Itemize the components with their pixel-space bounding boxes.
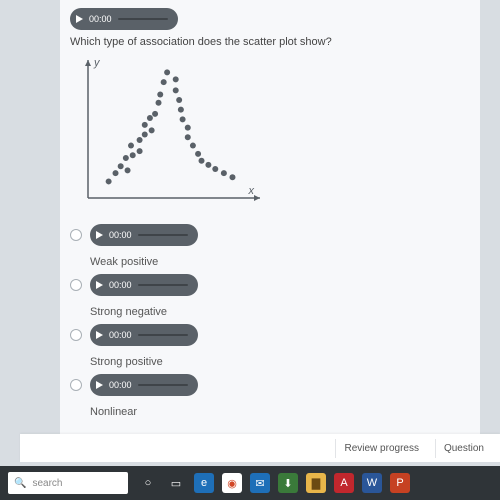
option-label: Strong positive [90, 356, 198, 368]
play-icon [96, 281, 103, 289]
option-row[interactable]: 00:00 Strong positive [70, 324, 470, 368]
question-nav-button[interactable]: Question [435, 439, 492, 458]
radio-button[interactable] [70, 229, 82, 241]
option-audio-player[interactable]: 00:00 [90, 274, 198, 296]
scatter-chart: yx [70, 54, 270, 214]
radio-button[interactable] [70, 329, 82, 341]
option-label: Nonlinear [90, 406, 198, 418]
play-icon [96, 381, 103, 389]
audio-track[interactable] [138, 284, 188, 286]
review-progress-button[interactable]: Review progress [335, 439, 426, 458]
question-panel: 00:00 Which type of association does the… [60, 0, 480, 440]
mail-icon[interactable]: ✉ [250, 473, 270, 493]
word-icon[interactable]: W [362, 473, 382, 493]
footer-bar: Review progress Question [20, 434, 500, 462]
explorer-icon[interactable]: ▇ [306, 473, 326, 493]
option-row[interactable]: 00:00 Nonlinear [70, 374, 470, 418]
taskbar: 🔍 search ○ ▭ e ◉ ✉ ⬇ ▇ AWP [0, 466, 500, 500]
audio-time: 00:00 [89, 14, 112, 24]
search-icon: 🔍 [14, 478, 26, 489]
option-audio-player[interactable]: 00:00 [90, 374, 198, 396]
options-group: 00:00Weak positive00:00Strong negative00… [70, 224, 470, 418]
play-icon [96, 231, 103, 239]
audio-track[interactable] [138, 334, 188, 336]
store-icon[interactable]: ⬇ [278, 473, 298, 493]
question-text: Which type of association does the scatt… [70, 36, 470, 48]
audio-track[interactable] [138, 384, 188, 386]
option-row[interactable]: 00:00 Strong negative [70, 274, 470, 318]
option-label: Weak positive [90, 256, 198, 268]
audio-track[interactable] [138, 234, 188, 236]
powerpoint-icon[interactable]: P [390, 473, 410, 493]
option-row[interactable]: 00:00 Weak positive [70, 224, 470, 268]
svg-text:y: y [93, 57, 101, 69]
taskview-icon[interactable]: ▭ [166, 473, 186, 493]
taskbar-search[interactable]: 🔍 search [8, 472, 128, 494]
audio-time: 00:00 [109, 330, 132, 340]
option-audio-player[interactable]: 00:00 [90, 324, 198, 346]
radio-button[interactable] [70, 279, 82, 291]
audio-track[interactable] [118, 18, 168, 20]
play-icon [96, 331, 103, 339]
option-label: Strong negative [90, 306, 198, 318]
cortana-icon[interactable]: ○ [138, 473, 158, 493]
audio-time: 00:00 [109, 380, 132, 390]
question-audio-player[interactable]: 00:00 [70, 8, 178, 30]
search-placeholder: search [32, 478, 62, 489]
edge-icon[interactable]: e [194, 473, 214, 493]
chrome-icon[interactable]: ◉ [222, 473, 242, 493]
audio-time: 00:00 [109, 230, 132, 240]
svg-text:x: x [248, 185, 255, 197]
audio-time: 00:00 [109, 280, 132, 290]
taskbar-icons: ○ ▭ e ◉ ✉ ⬇ ▇ AWP [138, 473, 410, 493]
play-icon [76, 15, 83, 23]
option-audio-player[interactable]: 00:00 [90, 224, 198, 246]
acrobat-icon[interactable]: A [334, 473, 354, 493]
radio-button[interactable] [70, 379, 82, 391]
